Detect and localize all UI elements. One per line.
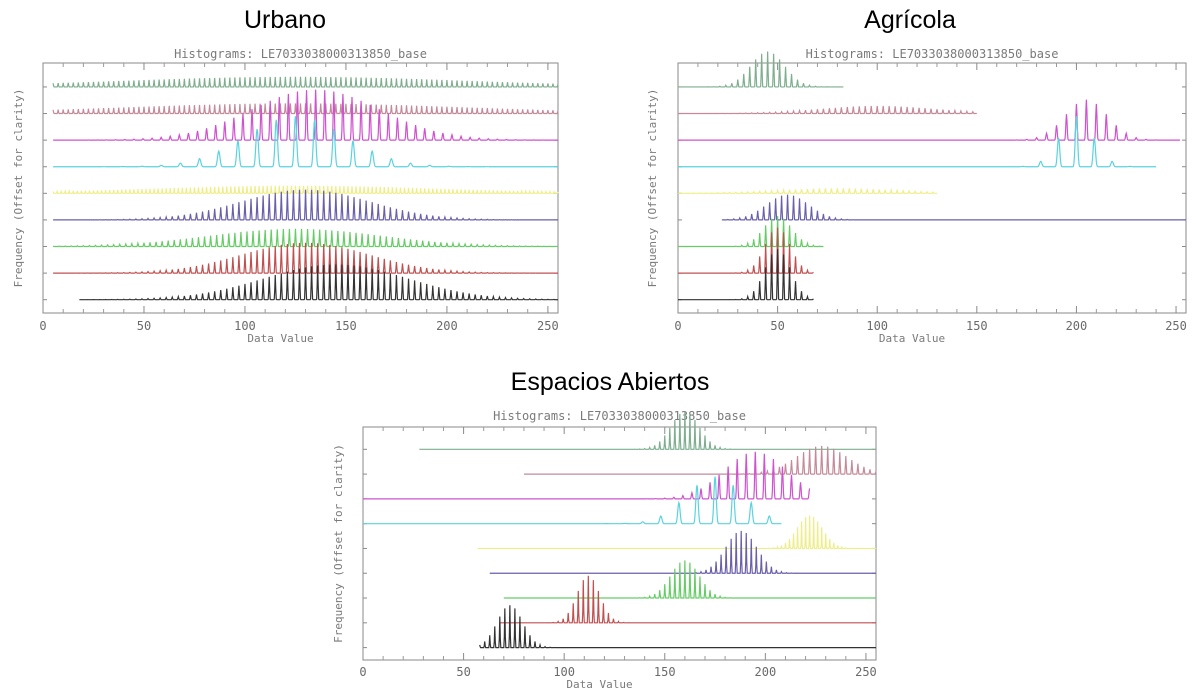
- x-tick-label: 50: [137, 319, 151, 333]
- panel-heading-espacios-abiertos: Espacios Abiertos: [510, 368, 710, 396]
- x-tick-label: 150: [966, 319, 988, 333]
- x-tick-label: 200: [436, 319, 458, 333]
- x-tick-label: 150: [654, 665, 676, 679]
- histogram-series-line: [678, 227, 814, 274]
- panel-heading-urbano: Urbano: [244, 6, 326, 34]
- x-tick-label: 250: [855, 665, 877, 679]
- histogram-chart-urbano: Histograms: LE7033038000313850_base 0 50 10…: [12, 47, 559, 345]
- x-tick-label: 150: [335, 319, 357, 333]
- histogram-series-line: [678, 216, 824, 248]
- histogram-series-line: [678, 187, 937, 194]
- histogram-series-line: [503, 560, 876, 599]
- histogram-series-line: [53, 242, 558, 274]
- histogram-series-line: [489, 530, 876, 574]
- x-tick-label: 100: [866, 319, 888, 333]
- x-tick-label: 50: [456, 665, 470, 679]
- histogram-series-line: [52, 76, 559, 88]
- plot-title: Histograms: LE7033038000313850_base: [174, 47, 427, 61]
- x-tick-label: 250: [1165, 319, 1187, 333]
- histogram-series-line: [477, 515, 876, 550]
- histogram-series-line: [678, 99, 1181, 141]
- histogram-series-line: [678, 249, 814, 301]
- histogram-chart-espacios-abiertos: Histograms: LE7033038000313850_base 0 50 10…: [332, 409, 877, 690]
- x-axis-label: Data Value: [247, 332, 313, 345]
- x-tick-label: 250: [537, 319, 559, 333]
- histogram-series-line: [363, 476, 782, 525]
- histogram-series-line: [53, 116, 558, 168]
- x-axis-label: Data Value: [879, 332, 945, 345]
- histogram-series-line: [499, 575, 876, 624]
- histogram-series-line: [678, 116, 1157, 168]
- histogram-series-line: [419, 411, 876, 450]
- histogram-series-line: [678, 105, 977, 115]
- y-axis-label: Frequency (Offset for clarity): [646, 89, 659, 288]
- x-tick-label: 0: [674, 319, 681, 333]
- plot-title: Histograms: LE7033038000313850_base: [806, 47, 1059, 61]
- histogram-series-line: [363, 451, 811, 500]
- y-axis-label: Frequency (Offset for clarity): [332, 444, 345, 643]
- histogram-series-line: [678, 51, 844, 88]
- y-axis-label: Frequency (Offset for clarity): [12, 89, 25, 288]
- panel-heading-agricola: Agrícola: [864, 6, 956, 34]
- histogram-series-line: [523, 445, 877, 475]
- x-axis-label: Data Value: [566, 678, 632, 690]
- histogram-series-line: [53, 189, 558, 221]
- histogram-series-line: [79, 264, 558, 301]
- plot-frame: [362, 426, 877, 661]
- x-tick-label: 0: [359, 665, 366, 679]
- x-tick-label: 200: [1066, 319, 1088, 333]
- x-tick-label: 200: [755, 665, 777, 679]
- histogram-series-line: [479, 605, 876, 649]
- x-tick-label: 0: [39, 319, 46, 333]
- x-tick-label: 50: [770, 319, 784, 333]
- plot-frame: [677, 62, 1187, 314]
- plot-title: Histograms: LE7033038000313850_base: [493, 409, 746, 423]
- x-tick-label: 100: [553, 665, 575, 679]
- histogram-series-line: [721, 194, 1186, 221]
- plot-frame: [42, 62, 559, 314]
- histogram-series-line: [53, 89, 558, 141]
- histogram-chart-agricola: Histograms: LE7033038000313850_base 0 50 10…: [646, 47, 1187, 345]
- x-tick-label: 100: [234, 319, 256, 333]
